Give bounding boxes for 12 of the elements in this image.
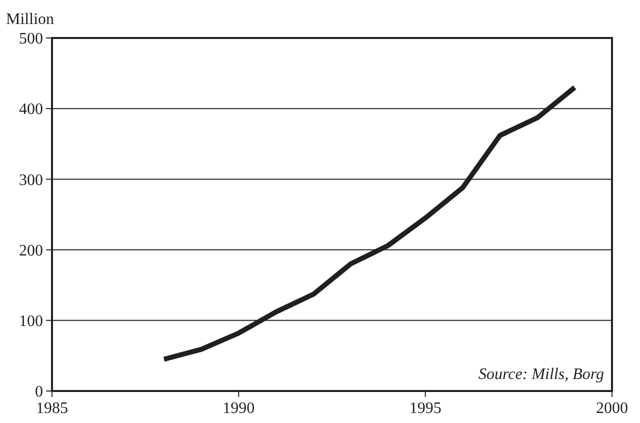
x-tick-label: 1985 [36, 400, 68, 417]
x-tick-label: 1990 [222, 400, 255, 417]
annotation: Source: Mills, Borg [478, 366, 604, 383]
y-tick-label: 500 [19, 30, 43, 48]
y-tick-label: 100 [19, 313, 43, 330]
x-tick-label: 1995 [409, 400, 442, 417]
y-tick-label: 200 [19, 242, 43, 260]
y-tick-label: 0 [35, 384, 43, 401]
x-tick-label: 2000 [596, 400, 628, 417]
y-tick-label: 300 [19, 172, 43, 189]
y-axis-title: Million [6, 11, 54, 28]
y-tick-label: 400 [19, 101, 43, 118]
